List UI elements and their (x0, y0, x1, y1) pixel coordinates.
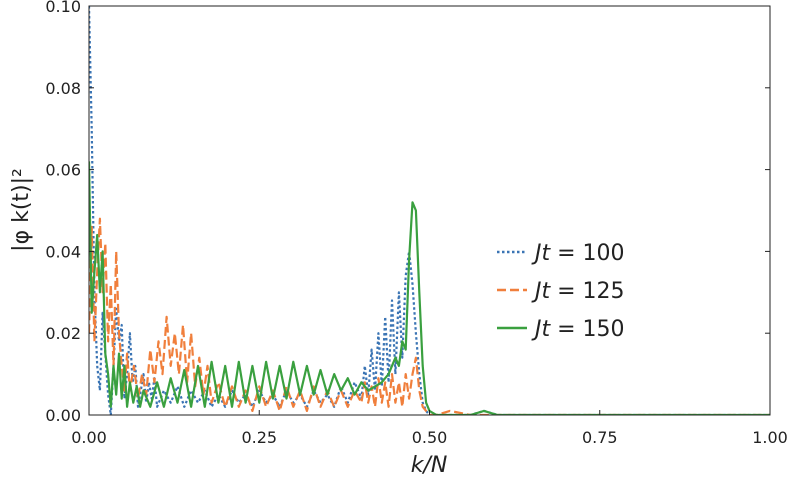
x-tick-label: 0.50 (412, 428, 448, 447)
y-tick-label: 0.00 (45, 406, 81, 425)
series-layer (89, 6, 770, 415)
legend-label-3: Jt = 150 (531, 317, 625, 342)
x-tick-label: 0.75 (582, 428, 618, 447)
x-tick-label: 1.00 (752, 428, 788, 447)
legend-label-1: Jt = 100 (531, 241, 625, 266)
x-tick-label: 0.00 (71, 428, 107, 447)
series-line-3 (89, 161, 770, 415)
y-tick-label: 0.04 (45, 242, 81, 261)
y-tick-label: 0.06 (45, 161, 81, 180)
x-tick-label: 0.25 (241, 428, 277, 447)
x-axis-label: k/N (411, 453, 448, 478)
plot-frame (88, 5, 771, 416)
series-line-1 (89, 6, 770, 415)
y-tick-label: 0.10 (45, 0, 81, 16)
y-tick-label: 0.02 (45, 324, 81, 343)
y-tick-label: 0.08 (45, 79, 81, 98)
y-axis: 0.00 0.02 0.04 0.06 0.08 0.10 (45, 0, 770, 425)
y-axis-label: |φ k(t)|² (9, 168, 34, 252)
legend: Jt = 100 Jt = 125 Jt = 150 (497, 241, 625, 342)
series-line-2 (89, 217, 770, 415)
legend-label-2: Jt = 125 (531, 279, 625, 304)
x-axis: 0.00 0.25 0.50 0.75 1.00 (71, 410, 788, 447)
